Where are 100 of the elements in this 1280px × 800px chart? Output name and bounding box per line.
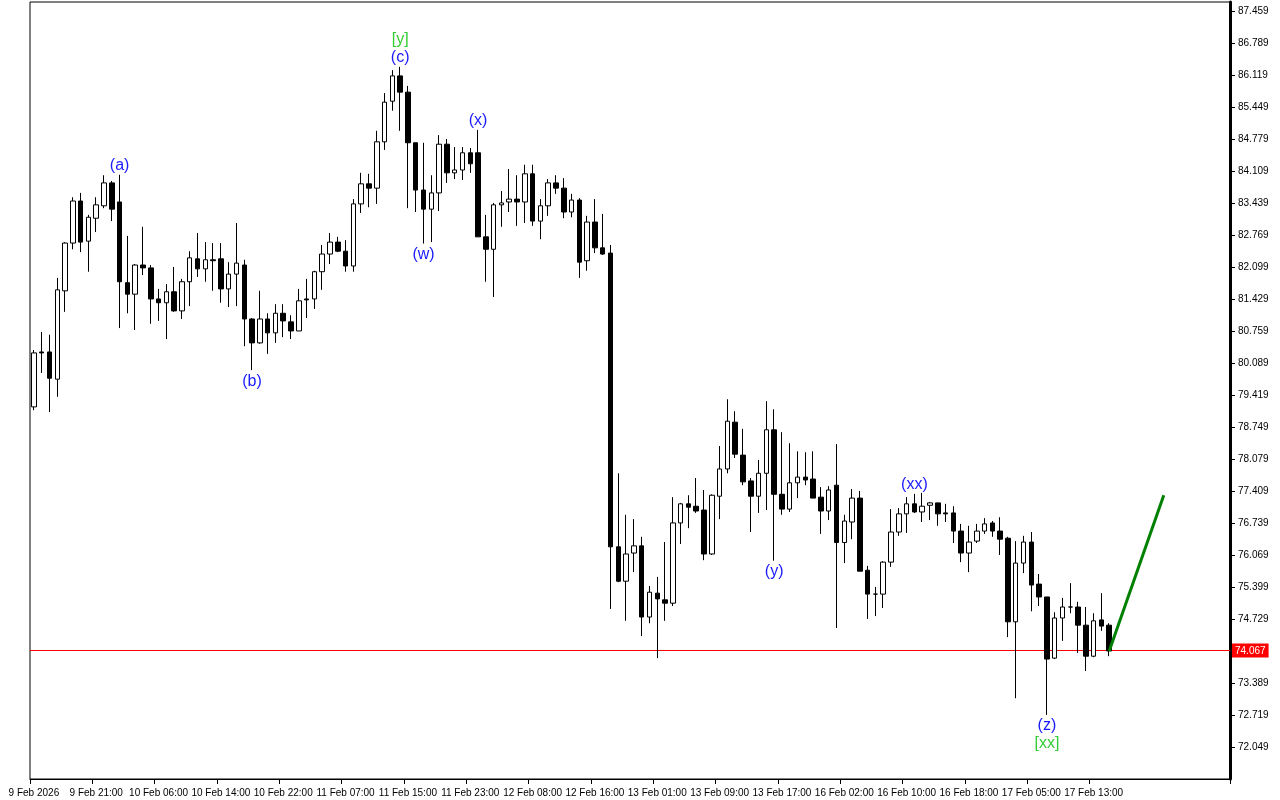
y-tick-label: 80.089 (1238, 357, 1270, 369)
candlestick (132, 263, 138, 331)
candlestick (927, 501, 933, 521)
candlestick (327, 232, 333, 265)
candlestick (452, 146, 457, 180)
candlestick (966, 525, 972, 573)
y-tick-label: 83.439 (1238, 197, 1270, 209)
candlestick (436, 134, 442, 212)
candlestick (623, 514, 629, 622)
candlestick (616, 472, 621, 583)
candlestick (732, 410, 738, 459)
x-tick-label: 10 Feb 22:00 (253, 786, 314, 798)
candlestick (912, 493, 917, 514)
candlestick (787, 442, 792, 513)
y-tick-label: 87.459 (1238, 5, 1270, 17)
candlestick (55, 277, 60, 398)
candlestick (904, 496, 909, 534)
candlestick (444, 138, 450, 184)
candlestick (592, 198, 598, 254)
x-tick-label: 13 Feb 17:00 (752, 786, 812, 798)
candlestick (561, 177, 567, 219)
candlestick (670, 496, 676, 607)
candlestick (997, 516, 1003, 556)
candlestick (382, 92, 387, 151)
candlestick (951, 505, 956, 544)
x-tick-label: 13 Feb 01:00 (627, 786, 688, 798)
x-tick-label: 10 Feb 14:00 (191, 786, 251, 798)
candlestick (468, 147, 473, 174)
candlestick (545, 178, 551, 217)
annotation: [xx] (1034, 734, 1060, 752)
candlestick (553, 174, 559, 195)
candlestick (577, 197, 582, 279)
candlestick (249, 317, 255, 371)
y-tick-label: 80.759 (1238, 325, 1270, 337)
candlestick (70, 196, 76, 250)
candlestick (709, 493, 715, 556)
candlestick (171, 266, 177, 313)
candlestick (405, 85, 411, 209)
candlestick (686, 494, 691, 529)
candlestick (990, 520, 995, 538)
candlestick (919, 492, 925, 523)
candlestick (1036, 573, 1042, 607)
candlestick (1091, 612, 1096, 658)
candlestick (358, 172, 364, 214)
annotation: (a) (109, 156, 130, 174)
candlestick (164, 283, 169, 340)
y-tick-label: 76.739 (1238, 517, 1270, 529)
candlestick (865, 565, 870, 620)
candlestick (569, 193, 574, 218)
candlestick (273, 303, 278, 344)
candlestick (242, 259, 247, 347)
y-tick-label: 72.719 (1238, 709, 1270, 721)
candlestick (818, 486, 824, 535)
candlestick (351, 198, 356, 273)
candlestick (795, 450, 800, 499)
candlestick (179, 278, 185, 320)
candlestick (109, 180, 115, 222)
annotation: (w) (412, 245, 435, 263)
candlestick (288, 314, 294, 340)
candlestick (740, 428, 746, 486)
candlestick (678, 502, 683, 545)
candlestick (647, 585, 652, 624)
candlestick (366, 173, 372, 208)
candlestick (888, 508, 894, 568)
annotation: (z) (1037, 716, 1057, 734)
candlestick (397, 66, 403, 132)
candlestick (499, 190, 504, 228)
x-tick-label: 13 Feb 09:00 (690, 786, 750, 798)
candlestick (896, 507, 902, 537)
y-tick-label: 82.099 (1238, 261, 1270, 273)
candlestick (810, 450, 816, 499)
annotation: (xx) (901, 475, 928, 493)
y-tick-label: 78.079 (1238, 453, 1270, 465)
y-tick-label: 82.769 (1238, 229, 1270, 241)
y-tick-label: 74.729 (1238, 613, 1270, 625)
candlestick (39, 331, 44, 374)
candlestick (771, 408, 777, 562)
y-tick-label: 86.789 (1238, 37, 1270, 49)
candlestick (873, 586, 878, 617)
candlestick (530, 164, 535, 227)
candlestick (779, 431, 785, 516)
x-tick-label: 12 Feb 08:00 (503, 786, 563, 798)
candlestick (343, 239, 348, 273)
candlestick (725, 398, 730, 474)
x-tick-label: 11 Feb 07:00 (316, 786, 376, 798)
candlestick (693, 477, 699, 514)
candlestick (218, 242, 224, 304)
candlestick (717, 445, 722, 520)
candlestick (296, 288, 302, 332)
candlestick (1029, 531, 1034, 612)
candlestick (655, 576, 660, 659)
candlestick (849, 488, 855, 540)
y-tick-label: 85.449 (1238, 101, 1270, 113)
candlestick (460, 146, 465, 181)
x-tick-label: 17 Feb 05:00 (1001, 786, 1062, 798)
candlestick (210, 242, 216, 292)
candlestick (514, 174, 520, 227)
candlestick (93, 196, 99, 233)
candlestick (195, 232, 200, 278)
x-tick-label: 11 Feb 23:00 (441, 786, 500, 798)
